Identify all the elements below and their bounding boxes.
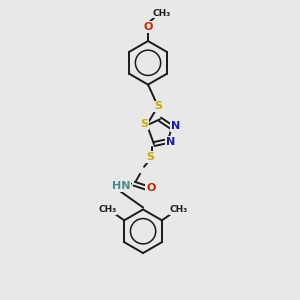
Text: S: S	[154, 101, 162, 111]
Text: S: S	[140, 119, 148, 129]
Text: CH₃: CH₃	[153, 9, 171, 18]
Text: O: O	[146, 183, 156, 193]
Text: CH₃: CH₃	[98, 205, 116, 214]
Text: HN: HN	[112, 181, 130, 191]
Text: CH₃: CH₃	[170, 205, 188, 214]
Text: N: N	[166, 137, 176, 147]
Text: S: S	[146, 152, 154, 162]
Text: O: O	[143, 22, 153, 32]
Text: N: N	[171, 121, 180, 131]
